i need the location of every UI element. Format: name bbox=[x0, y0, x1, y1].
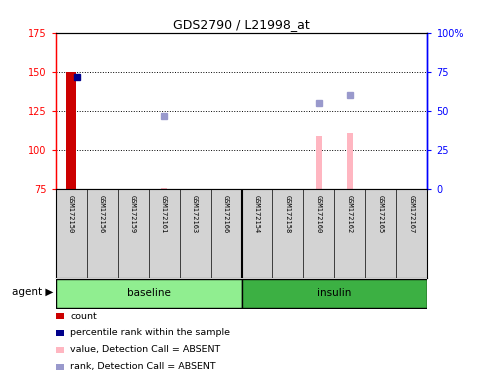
Text: GSM172167: GSM172167 bbox=[409, 195, 415, 234]
Text: GSM172163: GSM172163 bbox=[192, 195, 198, 234]
Text: GSM172150: GSM172150 bbox=[68, 195, 74, 234]
Text: GSM172159: GSM172159 bbox=[130, 195, 136, 234]
Bar bbox=[66, 72, 76, 189]
Text: GSM172166: GSM172166 bbox=[223, 195, 229, 234]
Bar bbox=[242, 279, 427, 308]
Text: GSM172165: GSM172165 bbox=[378, 195, 384, 234]
Text: baseline: baseline bbox=[127, 288, 170, 298]
Bar bbox=[315, 136, 322, 189]
Text: GSM172154: GSM172154 bbox=[254, 195, 260, 234]
Bar bbox=[161, 188, 168, 189]
Bar bbox=[56, 279, 242, 308]
Text: rank, Detection Call = ABSENT: rank, Detection Call = ABSENT bbox=[70, 362, 216, 371]
Text: count: count bbox=[70, 311, 97, 321]
Text: agent ▶: agent ▶ bbox=[12, 287, 53, 297]
Bar bbox=[347, 133, 354, 189]
Text: GSM172156: GSM172156 bbox=[99, 195, 105, 234]
Text: value, Detection Call = ABSENT: value, Detection Call = ABSENT bbox=[70, 345, 220, 354]
Text: insulin: insulin bbox=[317, 288, 352, 298]
Text: GSM172161: GSM172161 bbox=[161, 195, 167, 234]
Text: GSM172162: GSM172162 bbox=[347, 195, 353, 234]
Text: percentile rank within the sample: percentile rank within the sample bbox=[70, 328, 230, 338]
Title: GDS2790 / L21998_at: GDS2790 / L21998_at bbox=[173, 18, 310, 31]
Text: GSM172158: GSM172158 bbox=[285, 195, 291, 234]
Text: GSM172160: GSM172160 bbox=[316, 195, 322, 234]
